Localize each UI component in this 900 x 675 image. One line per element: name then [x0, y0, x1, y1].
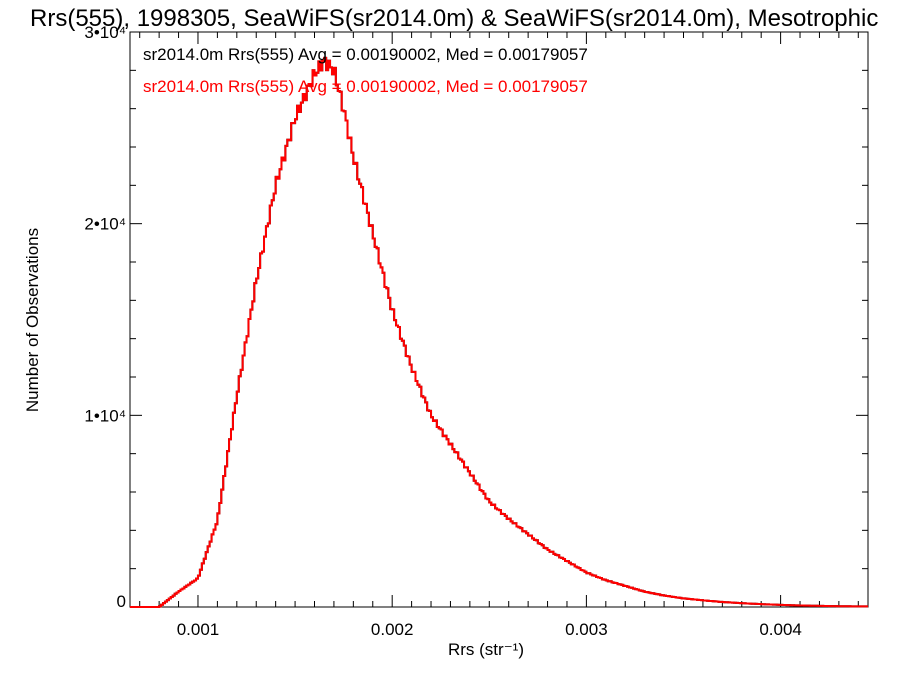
y-axis-label: Number of Observations [23, 228, 42, 412]
x-tick-label: 0.002 [371, 620, 414, 639]
y-tick-label: 1•10⁴ [84, 406, 126, 425]
legend-entry: sr2014.0m Rrs(555) Avg = 0.00190002, Med… [143, 77, 588, 96]
series-line-red [130, 56, 868, 608]
legend-entry: sr2014.0m Rrs(555) Avg = 0.00190002, Med… [143, 45, 588, 64]
histogram-series [130, 56, 868, 608]
y-tick-label: 3•10⁴ [84, 23, 126, 42]
series-line-black [130, 56, 868, 608]
x-tick-label: 0.003 [565, 620, 608, 639]
x-axis-label: Rrs (str⁻¹) [448, 640, 524, 659]
y-axis: 0 1•10⁴ 2•10⁴ 3•10⁴ [84, 23, 868, 611]
x-tick-label: 0.004 [759, 620, 802, 639]
x-axis: 0.001 0.002 0.003 0.004 [139, 32, 859, 639]
y-tick-label: 2•10⁴ [84, 215, 126, 234]
y-tick-label: 0 [117, 592, 126, 611]
chart-title: Rrs(555), 1998305, SeaWiFS(sr2014.0m) & … [30, 5, 878, 32]
plot-frame [129, 31, 869, 608]
x-tick-label: 0.001 [177, 620, 220, 639]
legend: sr2014.0m Rrs(555) Avg = 0.00190002, Med… [143, 45, 588, 96]
